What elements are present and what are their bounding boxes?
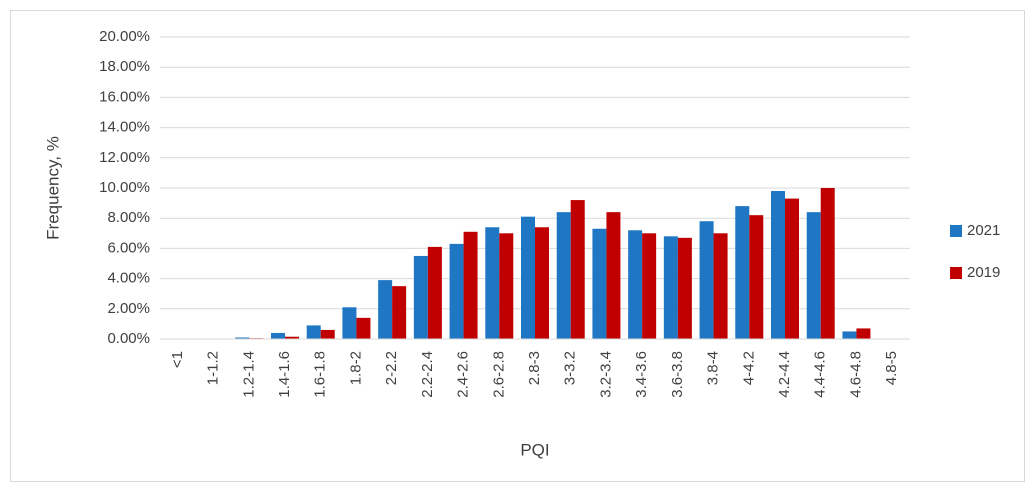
x-tick-label: 2.4-2.6 — [455, 351, 472, 398]
x-tick-label: 3.8-4 — [705, 351, 722, 385]
bar — [427, 246, 442, 339]
bar — [606, 212, 621, 339]
y-tick-label: 6.00% — [107, 239, 150, 256]
bar — [663, 236, 678, 339]
y-tick-label: 8.00% — [107, 209, 150, 226]
bar — [485, 227, 500, 339]
bar — [235, 337, 250, 339]
bar — [628, 230, 643, 339]
x-tick-label: 3.6-3.8 — [669, 351, 686, 398]
bar — [499, 233, 514, 339]
bar — [570, 200, 585, 339]
x-tick-label: 1.4-1.6 — [276, 351, 293, 398]
bar — [392, 286, 407, 339]
bar — [749, 215, 764, 339]
bar — [463, 231, 478, 339]
bar — [413, 255, 428, 339]
x-tick-label: 3.2-3.4 — [597, 351, 614, 398]
bar — [356, 317, 371, 339]
bar — [342, 307, 357, 339]
bar — [785, 198, 799, 339]
legend-swatch — [950, 267, 962, 279]
x-tick-label: 3-3.2 — [562, 351, 579, 385]
x-tick-label: 4-4.2 — [740, 351, 757, 385]
bar — [771, 191, 785, 339]
x-tick-label: 2.2-2.4 — [419, 351, 436, 398]
bar — [378, 280, 393, 339]
bar — [285, 336, 299, 339]
x-tick-label: 1-1.2 — [205, 351, 222, 385]
bar — [592, 228, 607, 339]
bar — [713, 233, 728, 339]
x-tick-label: <1 — [169, 351, 186, 368]
bar — [699, 221, 714, 339]
bar — [320, 329, 335, 339]
x-tick-label: 2-2.2 — [383, 351, 400, 385]
legend-swatch — [950, 225, 962, 237]
x-tick-label: 1.2-1.4 — [240, 351, 257, 398]
bar — [735, 206, 750, 339]
y-tick-label: 16.00% — [99, 88, 150, 105]
y-tick-label: 10.00% — [99, 179, 150, 196]
y-tick-label: 0.00% — [107, 330, 150, 347]
bar — [535, 227, 549, 339]
bar — [806, 212, 821, 339]
x-tick-label: 4.2-4.4 — [776, 351, 793, 398]
x-tick-label: 2.8-3 — [526, 351, 543, 385]
y-tick-label: 12.00% — [99, 149, 150, 166]
y-tick-label: 20.00% — [99, 28, 150, 45]
bar — [842, 331, 857, 339]
bar — [271, 332, 285, 339]
x-tick-label: 1.6-1.8 — [312, 351, 329, 398]
bar — [820, 188, 835, 339]
x-tick-label: 3.4-3.6 — [633, 351, 650, 398]
bar — [306, 325, 321, 339]
x-tick-label: 4.4-4.6 — [812, 351, 829, 398]
y-axis-label: Frequency, % — [43, 136, 62, 240]
bar — [556, 212, 571, 339]
bar — [677, 237, 692, 339]
y-tick-label: 2.00% — [107, 300, 150, 317]
x-tick-label: 2.6-2.8 — [490, 351, 507, 398]
x-tick-label: 4.6-4.8 — [847, 351, 864, 398]
x-tick-label: 1.8-2 — [347, 351, 364, 385]
bar — [642, 233, 657, 339]
x-tick-label: 4.8-5 — [883, 351, 900, 385]
legend-label: 2021 — [967, 222, 1000, 239]
y-tick-label: 4.00% — [107, 270, 150, 287]
y-tick-label: 18.00% — [99, 58, 150, 75]
x-axis-label: PQI — [520, 440, 549, 459]
chart-frame — [10, 10, 1025, 482]
bar — [856, 328, 871, 339]
bar — [521, 216, 535, 339]
legend-label: 2019 — [967, 264, 1000, 281]
y-tick-label: 14.00% — [99, 119, 150, 136]
bar — [449, 243, 464, 339]
